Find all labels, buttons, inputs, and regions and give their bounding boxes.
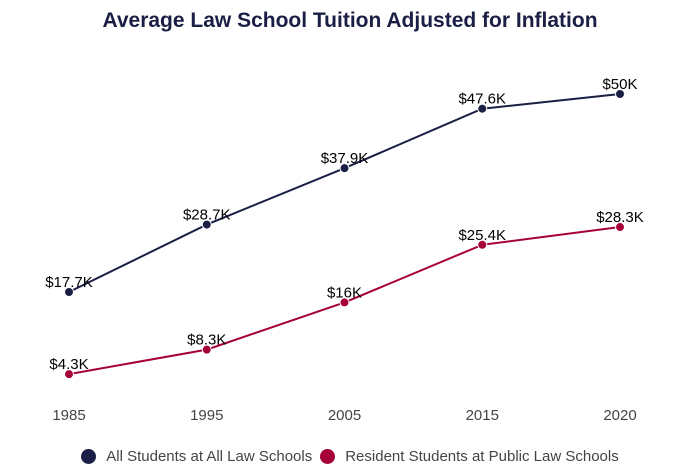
legend-label: All Students at All Law Schools — [106, 448, 313, 465]
legend-item-resident-students[interactable]: Resident Students at Public Law Schools — [320, 448, 619, 465]
legend-marker — [320, 449, 336, 464]
data-label: $50K — [602, 76, 637, 93]
data-label: $17.7K — [45, 274, 93, 291]
data-point — [64, 286, 74, 297]
data-point — [477, 103, 488, 114]
data-point — [64, 369, 74, 380]
series-line — [68, 93, 621, 293]
chart-title: Average Law School Tuition Adjusted for … — [102, 9, 598, 32]
data-point — [615, 89, 625, 99]
data-point — [201, 344, 212, 355]
data-point — [477, 239, 488, 250]
data-label: $16K — [327, 284, 362, 301]
data-label: $28.3K — [596, 209, 644, 226]
legend-item-all-students[interactable]: All Students at All Law Schools — [81, 448, 312, 465]
data-point — [339, 297, 350, 308]
x-tick-label: 2015 — [466, 407, 499, 424]
x-tick-label: 1995 — [190, 407, 223, 424]
x-tick-label: 2005 — [328, 407, 361, 424]
data-point — [615, 222, 625, 233]
legend-label: Resident Students at Public Law Schools — [345, 448, 619, 465]
data-label: $25.4K — [458, 227, 506, 244]
data-point — [201, 219, 212, 230]
data-label: $37.9K — [321, 150, 369, 167]
x-tick-label: 1985 — [52, 407, 85, 424]
data-label: $28.7K — [183, 207, 231, 224]
legend-marker — [81, 449, 97, 464]
x-tick-label: 2020 — [603, 407, 636, 424]
data-point — [339, 163, 350, 174]
legend: All Students at All Law Schools Resident… — [0, 448, 700, 465]
data-label: $8.3K — [187, 332, 226, 349]
data-label: $4.3K — [49, 356, 88, 373]
data-label: $47.6K — [458, 91, 506, 108]
